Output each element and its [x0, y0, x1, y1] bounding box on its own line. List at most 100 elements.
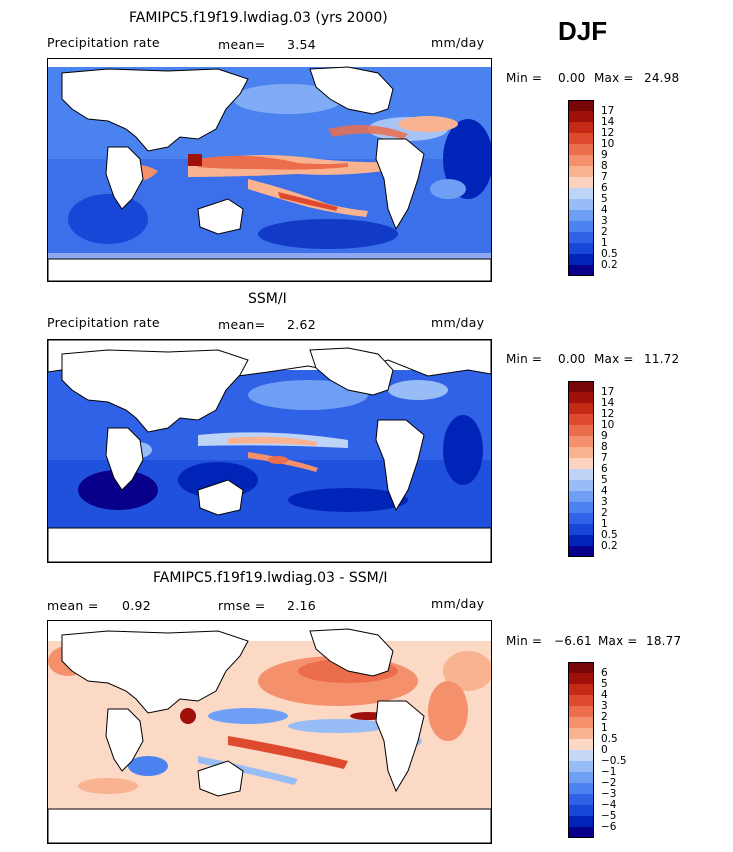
panel1-colorbar-tick-label: 10: [601, 138, 615, 150]
panel3-mean-value: 0.92: [122, 598, 152, 613]
panel1-colorbar-swatch: [568, 221, 594, 232]
panel2-colorbar-swatch: [568, 524, 594, 535]
panel2-colorbar-swatch: [568, 392, 594, 403]
panel3-colorbar-tick-label: −3: [601, 788, 617, 800]
panel3-units: mm/day: [431, 596, 485, 611]
panel1-colorbar-swatch: [568, 100, 594, 111]
panel1-colorbar-tick-label: 12: [601, 127, 615, 139]
panel1-max-label: Max =: [594, 71, 634, 85]
panel3-colorbar-swatch: [568, 684, 594, 695]
panel2-colorbar-swatch: [568, 480, 594, 491]
panel1-mean-label: mean=: [218, 37, 266, 52]
panel2-colorbar-swatch: [568, 469, 594, 480]
panel1-colorbar-swatch: [568, 122, 594, 133]
panel3-colorbar-swatch: [568, 794, 594, 805]
panel1-map: [47, 58, 492, 282]
panel3-colorbar-swatch: [568, 816, 594, 827]
panel3-min-value: −6.61: [554, 634, 592, 648]
panel3-colorbar-swatch: [568, 805, 594, 816]
panel3-colorbar-tick-label: 1: [601, 722, 608, 734]
panel1-colorbar-swatch: [568, 111, 594, 122]
panel2-colorbar-tick-label: 0.5: [601, 529, 618, 541]
panel3-colorbar-tick-label: −5: [601, 810, 617, 822]
panel1-variable-label: Precipitation rate: [47, 35, 160, 50]
panel2-mean-label: mean=: [218, 317, 266, 332]
panel3-rmse-label: rmse =: [218, 598, 266, 613]
panel3-colorbar-swatch: [568, 695, 594, 706]
panel3-colorbar-swatch: [568, 761, 594, 772]
panel2-colorbar-tick-label: 7: [601, 452, 608, 464]
panel1-colorbar-swatch: [568, 243, 594, 254]
panel3-colorbar-tick-label: 5: [601, 678, 608, 690]
panel3-colorbar-swatch: [568, 772, 594, 783]
panel2-colorbar-tick-label: 3: [601, 496, 608, 508]
panel1-colorbar-swatch: [568, 177, 594, 188]
panel2-colorbar-tick-label: 2: [601, 507, 608, 519]
panel3-colorbar-tick-label: −2: [601, 777, 617, 789]
panel3-mean-label: mean =: [47, 598, 99, 613]
panel2-colorbar-tick-label: 10: [601, 419, 615, 431]
panel3-colorbar: 6 5 4 3 2 1 0.5 0 −0.5 −1 −2 −3 −4 −5 −6: [568, 662, 628, 838]
panel1-colorbar-tick-label: 3: [601, 215, 608, 227]
panel1-colorbar-tick-label: 5: [601, 193, 608, 205]
panel3-max-label: Max =: [598, 634, 638, 648]
panel2-colorbar-swatch: [568, 436, 594, 447]
panel1-colorbar-tick-label: 6: [601, 182, 608, 194]
panel3-max-value: 18.77: [646, 634, 682, 648]
panel1-mean-value: 3.54: [287, 37, 317, 52]
panel1-title: FAMIPC5.f19f19.lwdiag.03 (yrs 2000): [129, 10, 388, 26]
panel2-colorbar-tick-label: 14: [601, 397, 615, 409]
panel1-colorbar-swatch: [568, 199, 594, 210]
panel2-colorbar-tick-label: 4: [601, 485, 608, 497]
panel1-colorbar: 17 14 12 10 9 8 7 6 5 4 3 2 1 0.5 0.2: [568, 100, 628, 276]
panel3-map: [47, 620, 492, 844]
panel2-colorbar-swatch: [568, 447, 594, 458]
panel2-colorbar-tick-label: 1: [601, 518, 608, 530]
panel2-colorbar-swatch: [568, 403, 594, 414]
panel3-colorbar-tick-label: 2: [601, 711, 608, 723]
panel3-colorbar-swatch: [568, 783, 594, 794]
panel3-colorbar-tick-label: 6: [601, 667, 608, 679]
panel3-colorbar-tick-label: 3: [601, 700, 608, 712]
panel2-colorbar-swatch: [568, 414, 594, 425]
panel1-colorbar-swatch: [568, 210, 594, 221]
panel2-map: [47, 339, 492, 563]
panel2-colorbar-tick-label: 5: [601, 474, 608, 486]
panel1-units: mm/day: [431, 35, 485, 50]
panel1-colorbar-swatch: [568, 144, 594, 155]
panel1-colorbar-tick-label: 0.2: [601, 259, 618, 271]
panel1-colorbar-swatch: [568, 188, 594, 199]
panel1-colorbar-tick-label: 2: [601, 226, 608, 238]
panel2-colorbar-tick-label: 0.2: [601, 540, 618, 552]
panel2-colorbar: 17 14 12 10 9 8 7 6 5 4 3 2 1 0.5 0.2: [568, 381, 628, 557]
panel1-colorbar-swatch: [568, 155, 594, 166]
panel1-colorbar-swatch: [568, 232, 594, 243]
panel2-mean-value: 2.62: [287, 317, 317, 332]
panel3-rmse-value: 2.16: [287, 598, 317, 613]
panel1-colorbar-tick-label: 8: [601, 160, 608, 172]
panel1-colorbar-tick-label: 9: [601, 149, 608, 161]
panel2-min-value: 0.00: [558, 352, 586, 366]
panel3-colorbar-swatch: [568, 739, 594, 750]
panel2-colorbar-swatch: [568, 513, 594, 524]
panel2-colorbar-tick-label: 12: [601, 408, 615, 420]
panel2-colorbar-tick-label: 6: [601, 463, 608, 475]
panel3-colorbar-swatch: [568, 717, 594, 728]
panel1-min-value: 0.00: [558, 71, 586, 85]
panel2-min-label: Min =: [506, 352, 543, 366]
panel2-max-label: Max =: [594, 352, 634, 366]
panel1-colorbar-tick-label: 4: [601, 204, 608, 216]
panel1-colorbar-tick-label: 17: [601, 105, 615, 117]
panel3-colorbar-tick-label: 4: [601, 689, 608, 701]
panel3-colorbar-swatch: [568, 706, 594, 717]
panel1-colorbar-swatch: [568, 254, 594, 265]
panel2-colorbar-swatch: [568, 381, 594, 392]
panel3-colorbar-swatch: [568, 673, 594, 684]
panel3-colorbar-tick-label: −4: [601, 799, 617, 811]
panel3-colorbar-tick-label: 0: [601, 744, 608, 756]
panel1-max-value: 24.98: [644, 71, 680, 85]
panel2-max-value: 11.72: [644, 352, 680, 366]
panel3-colorbar-swatch: [568, 750, 594, 761]
panel1-min-label: Min =: [506, 71, 543, 85]
panel3-map-field: [48, 628, 491, 843]
